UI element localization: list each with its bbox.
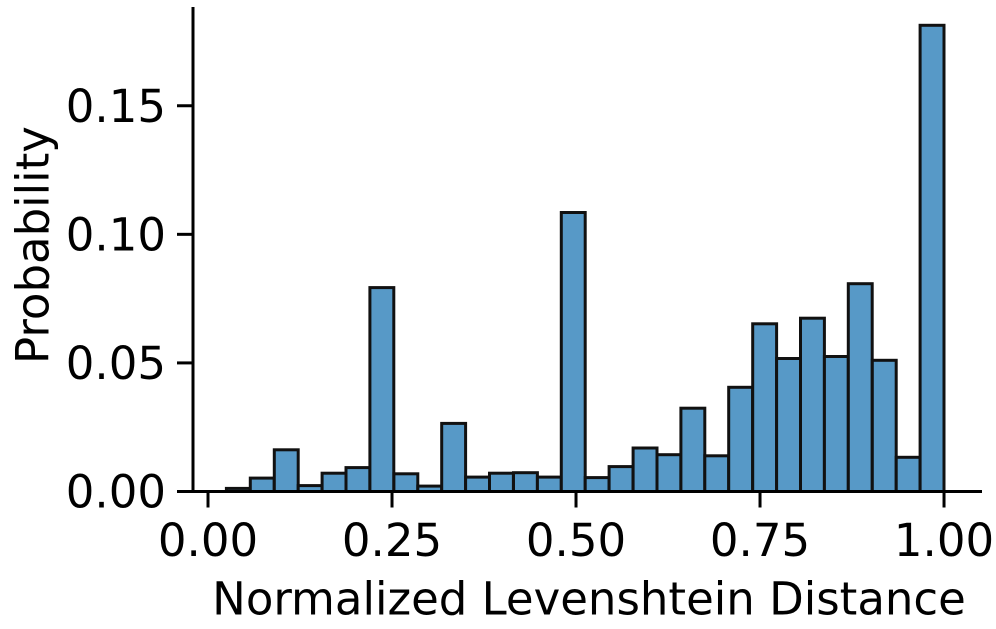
histogram-bar [799,316,826,494]
x-axis-label: Normalized Levenshtein Distance [212,572,966,626]
histogram-bar [679,406,707,494]
histogram-bar [320,471,348,494]
histogram-bar [248,476,276,494]
histogram-bar [918,23,946,494]
histogram-bar [583,476,611,494]
histogram-bar [727,385,755,493]
histogram-bar [272,448,300,493]
histogram-bar [822,355,850,493]
histogram-bar [703,454,731,493]
x-tick-label: 0.00 [158,514,258,567]
histogram-bar [440,421,468,493]
histogram-bar [488,471,515,494]
histogram-bar [512,471,539,494]
histogram-bar [846,282,874,494]
histogram-bar [368,286,396,493]
histogram-bar [344,466,372,494]
histogram-bar [631,446,659,493]
x-tick-label: 0.50 [526,514,626,567]
x-tick-label: 1.00 [894,514,994,567]
histogram-bar [464,475,492,494]
x-tick-label: 0.75 [710,514,810,567]
histogram-bar [607,465,635,494]
histogram-bar [775,357,802,493]
histogram-bar [751,322,779,493]
y-tick-label: 0.15 [66,80,166,133]
y-tick-label: 0.05 [66,337,166,390]
y-axis-label: Probability [6,126,60,364]
x-tick-label: 0.25 [342,514,442,567]
histogram-bar [870,358,898,493]
histogram-bar [535,475,563,494]
histogram-bar [655,453,683,494]
histogram-bar [894,455,922,493]
histogram-bar [392,472,420,493]
histogram-bar [559,211,587,493]
y-tick-label: 0.10 [66,208,166,261]
y-tick-label: 0.00 [66,466,166,519]
